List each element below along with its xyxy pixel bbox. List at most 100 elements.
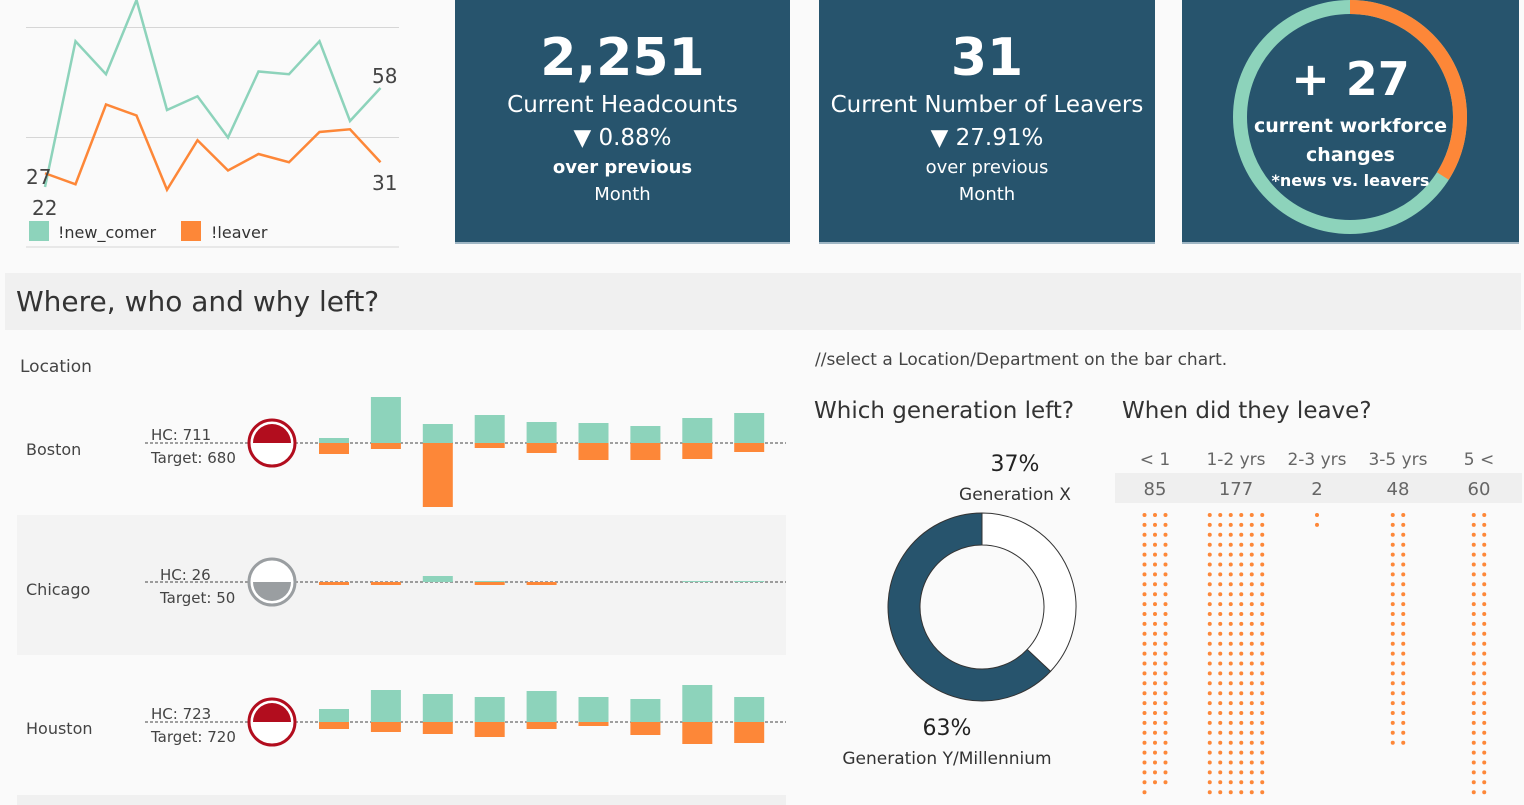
leaver-dot <box>1218 572 1223 577</box>
location-name[interactable]: Chicago <box>26 580 91 599</box>
tenure-count: 85 <box>1144 479 1167 500</box>
section-header: Where, who and why left? <box>5 273 1521 330</box>
kpi-label: Current Headcounts <box>507 92 738 118</box>
leaver-dot <box>1260 720 1265 725</box>
leaver-dot <box>1401 691 1406 696</box>
bar-leaver <box>319 722 349 729</box>
workforce-value: + 27 <box>1291 52 1410 106</box>
leaver-dot <box>1249 621 1254 626</box>
leaver-dot <box>1218 750 1223 755</box>
leaver-dot <box>1207 750 1212 755</box>
leaver-dot <box>1390 711 1395 715</box>
leaver-dot <box>1390 621 1395 626</box>
leaver-dot <box>1228 730 1233 735</box>
leaver-dot <box>1471 562 1476 567</box>
leaver-dot <box>1401 681 1406 686</box>
bar-new-comer <box>734 413 765 443</box>
leaver-dot <box>1249 701 1254 706</box>
leaver-dot <box>1163 730 1168 735</box>
leaver-dot <box>1482 641 1487 646</box>
leaver-dot <box>1239 552 1244 557</box>
leaver-dot <box>1260 691 1265 696</box>
location-bar-chart[interactable] <box>0 380 800 800</box>
tenure-dot-chart[interactable]: < 1 85 1-2 yrs 177 2-3 yrs 2 3-5 yrs 48 5 < 60 <box>1110 440 1524 800</box>
leaver-dot <box>1207 691 1212 696</box>
leaver-dot <box>1239 790 1244 795</box>
leaver-dot <box>1239 770 1244 775</box>
tenure-category: 3-5 yrs <box>1368 450 1427 470</box>
leaver-dot <box>1401 730 1406 735</box>
leaver-dot <box>1249 552 1254 557</box>
leaver-dot <box>1471 631 1476 636</box>
leaver-dot <box>1260 740 1265 745</box>
leaver-dot <box>1207 542 1212 547</box>
leaver-dot <box>1207 592 1212 597</box>
leaver-dot <box>1153 770 1157 775</box>
leaver-dot <box>1260 602 1265 607</box>
leaver-dot <box>1249 522 1254 527</box>
leaver-dot <box>1471 542 1476 547</box>
bar-leaver <box>474 722 505 737</box>
tenure-count-band <box>1115 473 1522 503</box>
leaver-dot <box>1218 592 1223 597</box>
leaver-dot <box>1142 513 1147 517</box>
generation-donut-chart[interactable]: 37% Generation X 63% Generation Y/Millenniu… <box>800 440 1110 800</box>
location-row-chicago[interactable] <box>17 515 786 655</box>
leaver-dot <box>1207 641 1212 646</box>
bar-leaver <box>370 722 401 732</box>
leaver-dot <box>1471 760 1476 765</box>
leaver-dot <box>1482 532 1487 537</box>
bar-leaver <box>370 582 401 585</box>
leaver-dot <box>1390 651 1395 656</box>
leaver-dot <box>1249 790 1254 795</box>
leaver-dot <box>1260 542 1265 547</box>
tenure-title: When did they leave? <box>1122 398 1372 424</box>
tenure-count: 2 <box>1311 479 1322 500</box>
headcount-label: HC: 26 <box>160 566 211 584</box>
leaver-dot <box>1218 542 1223 547</box>
leaver-dot <box>1218 681 1223 686</box>
leaver-dot <box>1218 780 1223 785</box>
leaver-dot <box>1482 720 1487 725</box>
leaver-dot <box>1390 522 1395 527</box>
leaver-dot <box>1153 641 1157 646</box>
leaver-dot <box>1218 532 1223 537</box>
leaver-dot <box>1471 641 1476 646</box>
legend-new-comer[interactable]: !new_comer <box>29 221 156 242</box>
leaver-dot <box>1260 770 1265 775</box>
leaver-dot <box>1249 730 1254 735</box>
bar-new-comer <box>734 697 765 722</box>
leaver-dot <box>1207 780 1212 785</box>
leaver-dot <box>1482 542 1487 547</box>
tenure-category: < 1 <box>1140 450 1170 470</box>
leaver-dot <box>1471 720 1476 725</box>
leaver-dot <box>1153 532 1157 537</box>
leaver-dot <box>1249 631 1254 636</box>
location-name[interactable]: Houston <box>26 719 93 738</box>
leaver-dot <box>1207 740 1212 745</box>
bar-new-comer <box>422 694 453 722</box>
leaver-dot <box>1142 532 1147 537</box>
leaver-dot <box>1260 522 1265 527</box>
leaver-dot <box>1228 780 1233 785</box>
legend-leaver[interactable]: !leaver <box>181 221 267 242</box>
leaver-dot <box>1471 522 1476 527</box>
kpi-card-workforce-changes: + 27 current workforce changes *news vs.… <box>1182 0 1519 244</box>
leaver-dot <box>1142 661 1147 666</box>
leaver-dot <box>1153 760 1157 765</box>
bar-leaver <box>578 443 609 460</box>
leaver-dot <box>1482 522 1487 527</box>
leaver-dot <box>1218 562 1223 567</box>
leaver-dot <box>1153 621 1157 626</box>
leaver-dot <box>1153 513 1157 517</box>
location-name[interactable]: Boston <box>26 440 82 459</box>
leaver-dot <box>1218 661 1223 666</box>
tenure-category: 2-3 yrs <box>1287 450 1346 470</box>
leaver-dot <box>1482 661 1487 666</box>
leaver-dot <box>1390 691 1395 696</box>
bar-new-comer <box>682 581 713 582</box>
leaver-dot <box>1207 711 1212 715</box>
leaver-dot <box>1207 612 1212 616</box>
bar-new-comer <box>682 685 713 722</box>
leaver-dot <box>1401 661 1406 666</box>
